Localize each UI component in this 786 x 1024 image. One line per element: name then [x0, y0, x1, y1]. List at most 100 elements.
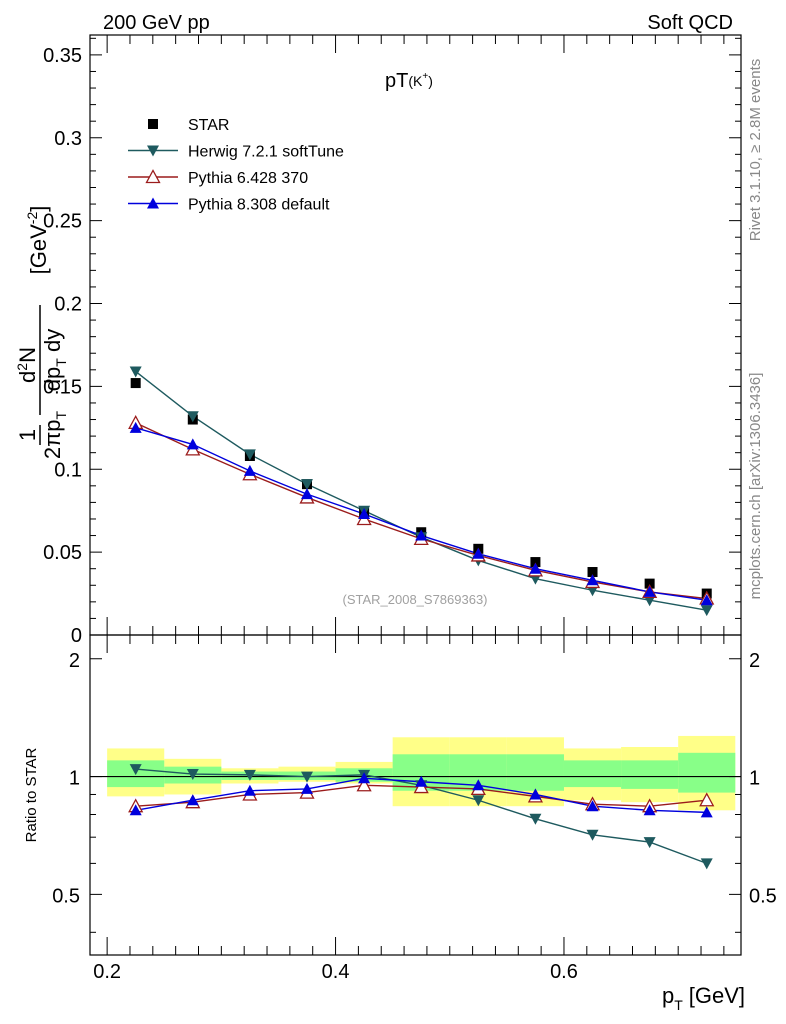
point-star — [587, 567, 598, 578]
stat-uncertainty-band — [621, 760, 679, 789]
ratio-point-pythia-8-308-default — [700, 806, 713, 818]
series-line-pythia-8-308-default — [135, 427, 707, 601]
point-herwig-7-2-1-softtune — [243, 449, 256, 461]
ratio-point-pythia-8-308-default — [472, 779, 485, 791]
ratio-point-herwig-7-2-1-softtune — [472, 795, 485, 807]
legend-label: Pythia 8.308 default — [188, 197, 330, 214]
plot-title: pT(K+) — [385, 70, 433, 92]
ratio-bands — [90, 735, 741, 811]
series-line-herwig-7-2-1-softtune — [135, 370, 707, 611]
ratio-point-pythia-8-308-default — [643, 804, 656, 816]
ratio-panel-ticklabels: 0.5 0.5 1 1 2 2 0.2 0.4 0.6 — [52, 650, 777, 983]
x-tick-label: 0.4 — [322, 961, 350, 983]
ratio-point-pythia-8-308-default — [358, 772, 371, 784]
series-line-pythia-6-428-370 — [135, 422, 707, 600]
point-pythia-8-308-default — [129, 421, 142, 433]
rivet-note: Rivet 3.1.10, ≥ 2.8M events — [747, 59, 764, 242]
legend-entry: Pythia 8.308 default — [128, 197, 330, 214]
ratio-y-tick-label-right: 1 — [749, 768, 760, 790]
ratio-panel-marks — [128, 764, 715, 870]
point-herwig-7-2-1-softtune — [700, 605, 713, 617]
ratio-point-pythia-8-308-default — [243, 784, 256, 796]
svg-text:dpT dy: dpT dy — [40, 329, 69, 391]
point-pythia-8-308-default — [529, 562, 542, 574]
point-star — [130, 378, 141, 389]
ratio-point-herwig-7-2-1-softtune — [700, 858, 713, 870]
stat-uncertainty-band — [678, 752, 736, 793]
y-tick-label: 0.25 — [43, 211, 82, 233]
svg-text:d2N: d2N — [14, 347, 40, 383]
legend: STAR Herwig 7.2.1 softTune Pythia 6.428 37… — [128, 117, 344, 214]
y-tick-label: 0.3 — [54, 128, 82, 150]
svg-text:[GeV-2]: [GeV-2] — [24, 206, 51, 275]
main-panel-ticklabels: 0 0.05 0.1 0.15 0.2 0.25 0.3 0.35 — [43, 45, 82, 647]
ratio-y-tick-label-left: 0.5 — [52, 885, 80, 907]
legend-entry: Pythia 6.428 370 — [128, 169, 308, 187]
analysis-watermark: (STAR_2008_S7869363) — [342, 592, 487, 607]
legend-marker — [148, 119, 158, 129]
point-pythia-8-308-default — [643, 585, 656, 597]
point-pythia-8-308-default — [186, 438, 199, 450]
ratio-point-pythia-8-308-default — [415, 775, 428, 787]
point-pythia-8-308-default — [472, 547, 485, 559]
y-tick-label: 0.05 — [43, 542, 82, 564]
legend-label: Pythia 6.428 370 — [188, 170, 308, 187]
ratio-point-pythia-8-308-default — [186, 794, 199, 806]
point-pythia-8-308-default — [301, 488, 313, 500]
header-right: Soft QCD — [647, 12, 733, 34]
ratio-y-tick-label-left: 1 — [69, 768, 80, 790]
legend-marker — [147, 145, 159, 157]
y-tick-label: 0.15 — [43, 376, 82, 398]
legend-label: Herwig 7.2.1 softTune — [188, 144, 344, 161]
legend-entry: STAR — [148, 117, 229, 134]
y-tick-label: 0.1 — [54, 459, 82, 481]
legend-marker — [147, 197, 159, 209]
ratio-point-herwig-7-2-1-softtune — [529, 813, 542, 825]
header-left: 200 GeV pp — [103, 12, 210, 34]
x-tick-label: 0.2 — [93, 961, 121, 983]
x-tick-label: 0.6 — [550, 961, 578, 983]
y-tick-label: 0 — [71, 625, 82, 647]
ratio-panel-frame — [89, 634, 742, 956]
legend-entry: Herwig 7.2.1 softTune — [128, 144, 344, 161]
ratio-panel: 0.5 0.5 1 1 2 2 0.2 0.4 0.6 Ratio to STAR pT [GeV… — [23, 634, 777, 1013]
y-axis-label: 1 2πpT d2N dpT dy [GeV-2] — [14, 206, 69, 459]
ratio-point-pythia-8-308-default — [301, 782, 313, 794]
ratio-point-herwig-7-2-1-softtune — [586, 829, 599, 841]
ratio-point-pythia-8-308-default — [529, 788, 542, 800]
ratio-point-pythia-8-308-default — [129, 804, 142, 816]
ratio-point-herwig-7-2-1-softtune — [643, 837, 656, 849]
ratio-point-pythia-6-428-370 — [356, 777, 372, 792]
ratio-panel-ticks — [90, 635, 741, 955]
ratio-point-herwig-7-2-1-softtune — [129, 764, 142, 776]
legend-label: STAR — [188, 117, 229, 134]
stat-uncertainty-band — [506, 754, 564, 791]
y-tick-label: 0.2 — [54, 294, 82, 316]
ratio-y-tick-label-left: 2 — [69, 650, 80, 672]
point-herwig-7-2-1-softtune — [301, 479, 313, 491]
stat-uncertainty-band — [563, 760, 622, 788]
point-pythia-8-308-default — [415, 529, 428, 541]
point-herwig-7-2-1-softtune — [186, 411, 199, 423]
ratio-point-herwig-7-2-1-softtune — [301, 771, 313, 783]
ratio-y-tick-label-right: 0.5 — [749, 885, 777, 907]
main-panel-marks — [128, 366, 715, 617]
ratio-y-label: Ratio to STAR — [23, 747, 40, 842]
svg-text:2πpT: 2πpT — [40, 410, 69, 459]
mcplots-note: mcplots.cern.ch [arXiv:1306.3436] — [747, 373, 764, 600]
svg-text:1: 1 — [15, 429, 40, 441]
point-star — [644, 578, 655, 589]
main-panel-ticks — [90, 35, 741, 636]
main-panel: 0 0.05 0.1 0.15 0.2 0.25 0.3 0.35 pT(K+) (STAR_… — [14, 34, 742, 647]
ratio-point-pythia-8-308-default — [586, 800, 599, 812]
point-pythia-8-308-default — [700, 594, 713, 606]
point-pythia-8-308-default — [586, 574, 599, 586]
x-axis-label: pT [GeV] — [662, 983, 745, 1013]
ratio-point-pythia-6-428-370 — [699, 792, 715, 807]
y-tick-label: 0.35 — [43, 45, 82, 67]
ratio-point-herwig-7-2-1-softtune — [186, 769, 199, 781]
ratio-point-herwig-7-2-1-softtune — [243, 769, 256, 781]
point-pythia-8-308-default — [243, 464, 256, 476]
ratio-y-tick-label-right: 2 — [749, 650, 760, 672]
